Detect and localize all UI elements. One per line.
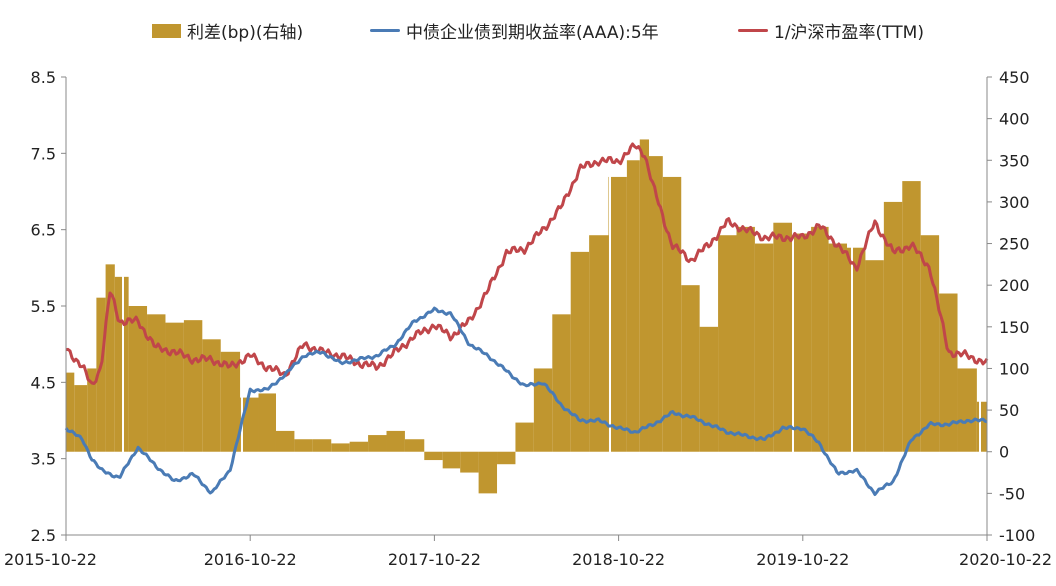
spread-bar bbox=[957, 368, 977, 452]
legend-item-earnings-yield: 1/沪深市盈率(TTM) bbox=[738, 18, 924, 43]
right-y-tick-label: 100 bbox=[999, 359, 1030, 378]
spread-bar bbox=[883, 201, 903, 452]
spread-bar bbox=[515, 422, 534, 452]
spread-bar bbox=[368, 435, 387, 452]
spread-bar bbox=[736, 226, 755, 452]
x-tick-label: 2020-10-22 bbox=[959, 550, 1052, 569]
spread-bar bbox=[96, 297, 106, 452]
spread-bar bbox=[718, 235, 737, 452]
left-y-tick-label: 2.5 bbox=[31, 526, 56, 545]
right-y-tick-label: -100 bbox=[999, 526, 1035, 545]
right-y-tick-label: 0 bbox=[999, 443, 1009, 462]
left-y-tick-label: 4.5 bbox=[31, 373, 56, 392]
spread-bar bbox=[66, 372, 75, 452]
legend-swatch-spread bbox=[152, 23, 181, 38]
spread-bar bbox=[626, 160, 640, 452]
spread-bar bbox=[87, 368, 97, 452]
spread-bar bbox=[165, 322, 184, 452]
spread-bars bbox=[66, 77, 987, 535]
x-tick-label: 2016-10-22 bbox=[204, 550, 297, 569]
legend-label-earnings-yield: 1/沪深市盈率(TTM) bbox=[774, 23, 924, 43]
right-y-tick-label: 400 bbox=[999, 110, 1030, 129]
spread-bar bbox=[570, 251, 590, 452]
right-y-tick-label: 150 bbox=[999, 318, 1030, 337]
spread-bar bbox=[478, 451, 498, 494]
spread-bar bbox=[976, 401, 987, 452]
chart-legend: 利差(bp)(右轴) 中债企业债到期收益率(AAA):5年 1/沪深市盈率(TT… bbox=[0, 18, 1056, 46]
chart-axes: 2.5 3.5 4.5 5.5 6.5 7.5 8.5 -100 -50 0 50 100 150 200… bbox=[4, 68, 1052, 569]
series-lines bbox=[64, 142, 989, 496]
spread-bar bbox=[639, 139, 649, 452]
spread-bar bbox=[331, 443, 350, 452]
spread-bar bbox=[74, 385, 88, 452]
left-y-tick-label: 3.5 bbox=[31, 450, 56, 469]
spread-bar bbox=[128, 306, 148, 452]
spread-bar bbox=[754, 243, 774, 452]
legend-label-spread: 利差(bp)(右轴) bbox=[187, 23, 304, 43]
spread-bar bbox=[404, 439, 425, 452]
spread-bar bbox=[275, 430, 295, 452]
legend-swatch-earnings-yield bbox=[738, 29, 768, 32]
bond-yield-line bbox=[64, 306, 988, 496]
spread-bar bbox=[105, 264, 115, 452]
x-tick-label: 2019-10-22 bbox=[756, 550, 849, 569]
x-tick-label: 2017-10-22 bbox=[388, 550, 481, 569]
spread-bar bbox=[442, 451, 461, 469]
spread-bar bbox=[589, 235, 609, 452]
spread-bar bbox=[497, 451, 516, 465]
spread-bar bbox=[828, 243, 848, 452]
spread-bar bbox=[386, 430, 405, 452]
spread-bar bbox=[552, 314, 571, 452]
right-y-tick-label: 50 bbox=[999, 401, 1019, 420]
spread-bar bbox=[220, 351, 241, 452]
spread-bar bbox=[648, 156, 663, 452]
spread-bar bbox=[312, 439, 332, 452]
right-y-tick-label: -50 bbox=[999, 484, 1025, 503]
right-y-tick-label: 200 bbox=[999, 276, 1030, 295]
legend-item-bond-yield: 中债企业债到期收益率(AAA):5年 bbox=[370, 18, 659, 43]
spread-bar bbox=[147, 314, 166, 452]
left-y-tick-label: 6.5 bbox=[31, 221, 56, 240]
legend-item-spread: 利差(bp)(右轴) bbox=[152, 18, 303, 43]
spread-bar bbox=[349, 441, 369, 452]
left-y-tick-label: 7.5 bbox=[31, 144, 56, 163]
right-y-tick-label: 350 bbox=[999, 151, 1030, 170]
spread-bar bbox=[811, 226, 829, 452]
x-tick-label: 2018-10-22 bbox=[572, 550, 665, 569]
spread-bar bbox=[699, 326, 719, 452]
spread-bar bbox=[294, 439, 313, 452]
spread-bar bbox=[773, 222, 793, 452]
earnings-yield-line bbox=[65, 142, 989, 385]
spread-bar bbox=[258, 393, 276, 452]
x-tick-label: 2015-10-22 bbox=[4, 550, 97, 569]
left-y-tick-label: 8.5 bbox=[31, 68, 56, 87]
spread-bar bbox=[608, 176, 627, 452]
right-y-tick-label: 450 bbox=[999, 68, 1030, 87]
legend-swatch-bond-yield bbox=[370, 29, 400, 32]
right-y-tick-label: 300 bbox=[999, 193, 1030, 212]
left-y-tick-label: 5.5 bbox=[31, 297, 56, 316]
spread-bar bbox=[865, 260, 884, 452]
spread-bar bbox=[183, 320, 203, 452]
spread-bar bbox=[902, 181, 921, 452]
spread-bar bbox=[424, 451, 443, 461]
spread-bar bbox=[114, 276, 129, 452]
spread-bar bbox=[681, 285, 700, 452]
spread-bar bbox=[792, 233, 812, 452]
legend-label-bond-yield: 中债企业债到期收益率(AAA):5年 bbox=[406, 23, 659, 43]
spread-bar bbox=[533, 368, 553, 452]
spread-bar bbox=[847, 247, 866, 452]
right-y-tick-label: 250 bbox=[999, 235, 1030, 254]
spread-bar bbox=[460, 451, 479, 473]
spread-bar bbox=[202, 339, 221, 452]
